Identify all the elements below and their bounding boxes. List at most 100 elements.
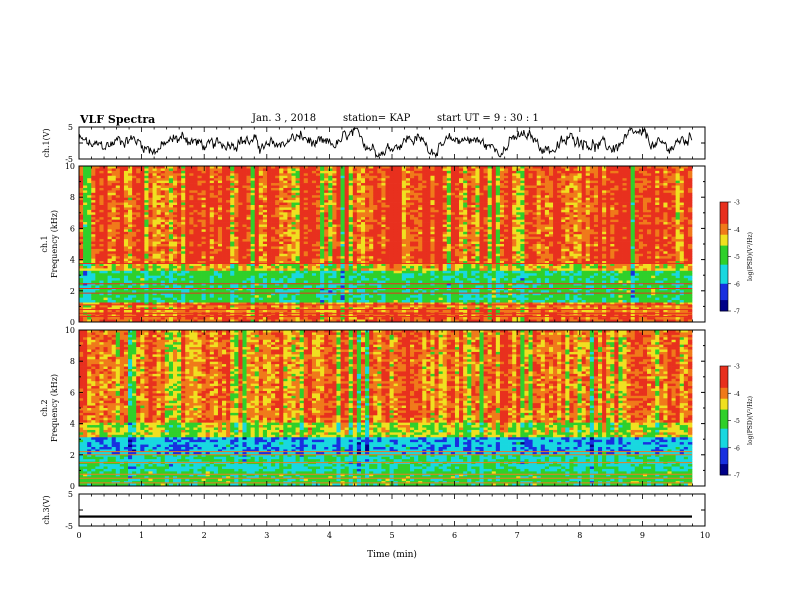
heatmap-cell [295, 248, 301, 252]
heatmap-cell [164, 195, 170, 199]
heatmap-cell [283, 217, 288, 220]
heatmap-cell [242, 268, 247, 272]
heatmap-cell [226, 214, 231, 218]
heatmap-cell [99, 224, 104, 228]
heatmap-cell [275, 207, 280, 211]
heatmap-cell [226, 248, 231, 252]
heatmap-cell [79, 231, 84, 235]
heatmap-cell [303, 273, 309, 277]
heatmap-cell [332, 270, 337, 274]
heatmap-cell [222, 239, 227, 242]
heatmap-cell [156, 224, 162, 228]
heatmap-cell [119, 205, 125, 208]
heatmap-cell [144, 275, 149, 279]
heatmap-cell [291, 166, 296, 169]
heatmap-cell [275, 283, 280, 286]
heatmap-cell [266, 180, 272, 184]
heatmap-cell [393, 258, 399, 262]
heatmap-cell [152, 195, 157, 199]
heatmap-cell [299, 280, 305, 284]
heatmap-cell [344, 292, 350, 296]
heatmap-cell [365, 185, 370, 189]
heatmap-cell [99, 297, 104, 301]
heatmap-cell [295, 226, 301, 230]
heatmap-cell [295, 278, 301, 281]
heatmap-cell [144, 270, 149, 274]
heatmap-cell [275, 263, 280, 267]
heatmap-cell [271, 226, 276, 230]
heatmap-cell [385, 170, 390, 174]
heatmap-cell [352, 263, 358, 267]
heatmap-cell [189, 261, 194, 264]
heatmap-cell [360, 244, 366, 247]
heatmap-cell [132, 261, 137, 264]
heatmap-cell [209, 173, 215, 177]
heatmap-cell [303, 290, 309, 294]
heatmap-cell [213, 307, 219, 311]
heatmap-cell [385, 246, 390, 250]
heatmap-cell [279, 209, 284, 213]
heatmap-cell [119, 280, 125, 284]
heatmap-cell [332, 183, 337, 186]
heatmap-cell [258, 234, 264, 238]
heatmap-cell [197, 251, 202, 255]
heatmap-cell [340, 290, 345, 294]
heatmap-cell [369, 283, 374, 286]
heatmap-cell [209, 253, 215, 257]
heatmap-cell [160, 270, 166, 274]
heatmap-cell [307, 173, 313, 177]
heatmap-cell [201, 256, 207, 259]
heatmap-cell [201, 270, 207, 274]
heatmap-cell [295, 302, 301, 306]
heatmap-cell [266, 229, 272, 233]
heatmap-cell [369, 319, 374, 323]
heatmap-cell [291, 246, 296, 250]
heatmap-cell [316, 234, 321, 238]
heatmap-cell [230, 236, 235, 240]
heatmap-cell [222, 278, 227, 281]
heatmap-cell [119, 297, 125, 301]
heatmap-cell [316, 319, 321, 323]
heatmap-cell [393, 248, 399, 252]
heatmap-cell [266, 226, 272, 230]
heatmap-cell [83, 268, 88, 272]
heatmap-cell [164, 214, 170, 218]
heatmap-cell [119, 217, 125, 220]
heatmap-cell [99, 173, 104, 177]
heatmap-cell [123, 319, 129, 323]
heatmap-cell [193, 185, 198, 189]
heatmap-cell [197, 283, 202, 286]
heatmap-cell [197, 261, 202, 264]
heatmap-cell [189, 207, 194, 211]
heatmap-cell [193, 212, 198, 216]
heatmap-cell [107, 187, 113, 191]
heatmap-cell [311, 270, 317, 274]
heatmap-cell [307, 197, 313, 201]
heatmap-cell [307, 226, 313, 230]
heatmap-cell [356, 187, 362, 191]
heatmap-cell [373, 197, 378, 201]
heatmap-cell [348, 304, 354, 308]
heatmap-cell [389, 236, 395, 240]
heatmap-cell [213, 304, 219, 308]
heatmap-cell [283, 297, 288, 301]
heatmap-cell [299, 168, 305, 172]
heatmap-cell [336, 253, 341, 257]
heatmap-cell [332, 268, 337, 272]
heatmap-cell [189, 268, 194, 272]
heatmap-cell [132, 226, 137, 230]
heatmap-cell [287, 297, 292, 301]
heatmap-cell [156, 270, 162, 274]
heatmap-cell [230, 300, 235, 303]
heatmap-cell [119, 263, 125, 267]
heatmap-cell [140, 217, 145, 220]
heatmap-cell [328, 168, 333, 172]
heatmap-cell [320, 319, 325, 323]
heatmap-cell [83, 283, 88, 286]
heatmap-cell [136, 263, 141, 267]
heatmap-cell [193, 195, 198, 199]
heatmap-cell [91, 275, 96, 279]
heatmap-cell [99, 219, 104, 223]
heatmap-cell [275, 197, 280, 201]
heatmap-cell [222, 224, 227, 228]
